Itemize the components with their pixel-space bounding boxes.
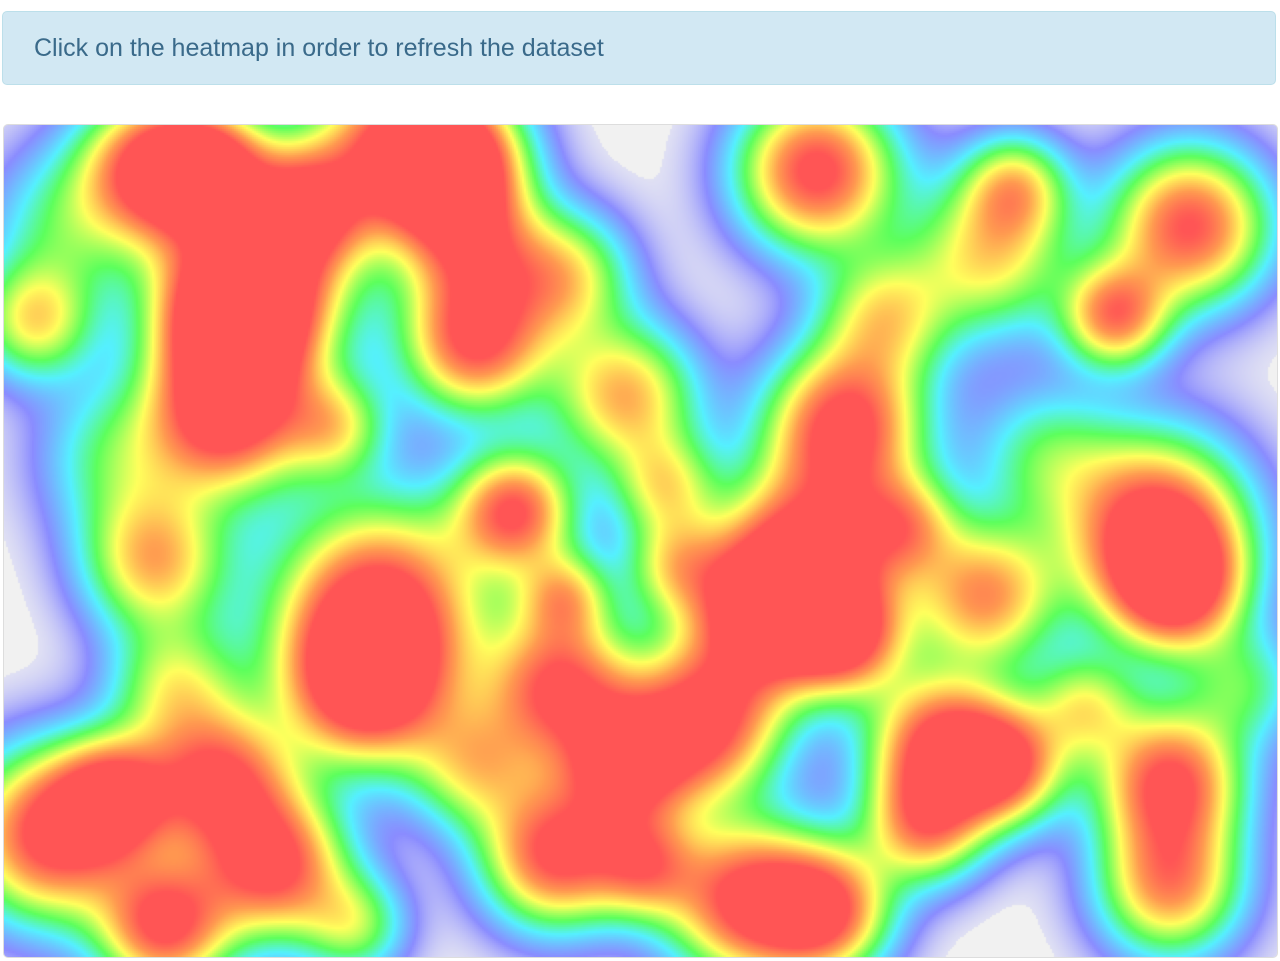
alert-message: Click on the heatmap in order to refresh…	[34, 34, 604, 62]
info-alert: Click on the heatmap in order to refresh…	[2, 11, 1276, 85]
heatmap-container[interactable]	[3, 124, 1278, 958]
heatmap-canvas[interactable]	[4, 125, 1277, 957]
